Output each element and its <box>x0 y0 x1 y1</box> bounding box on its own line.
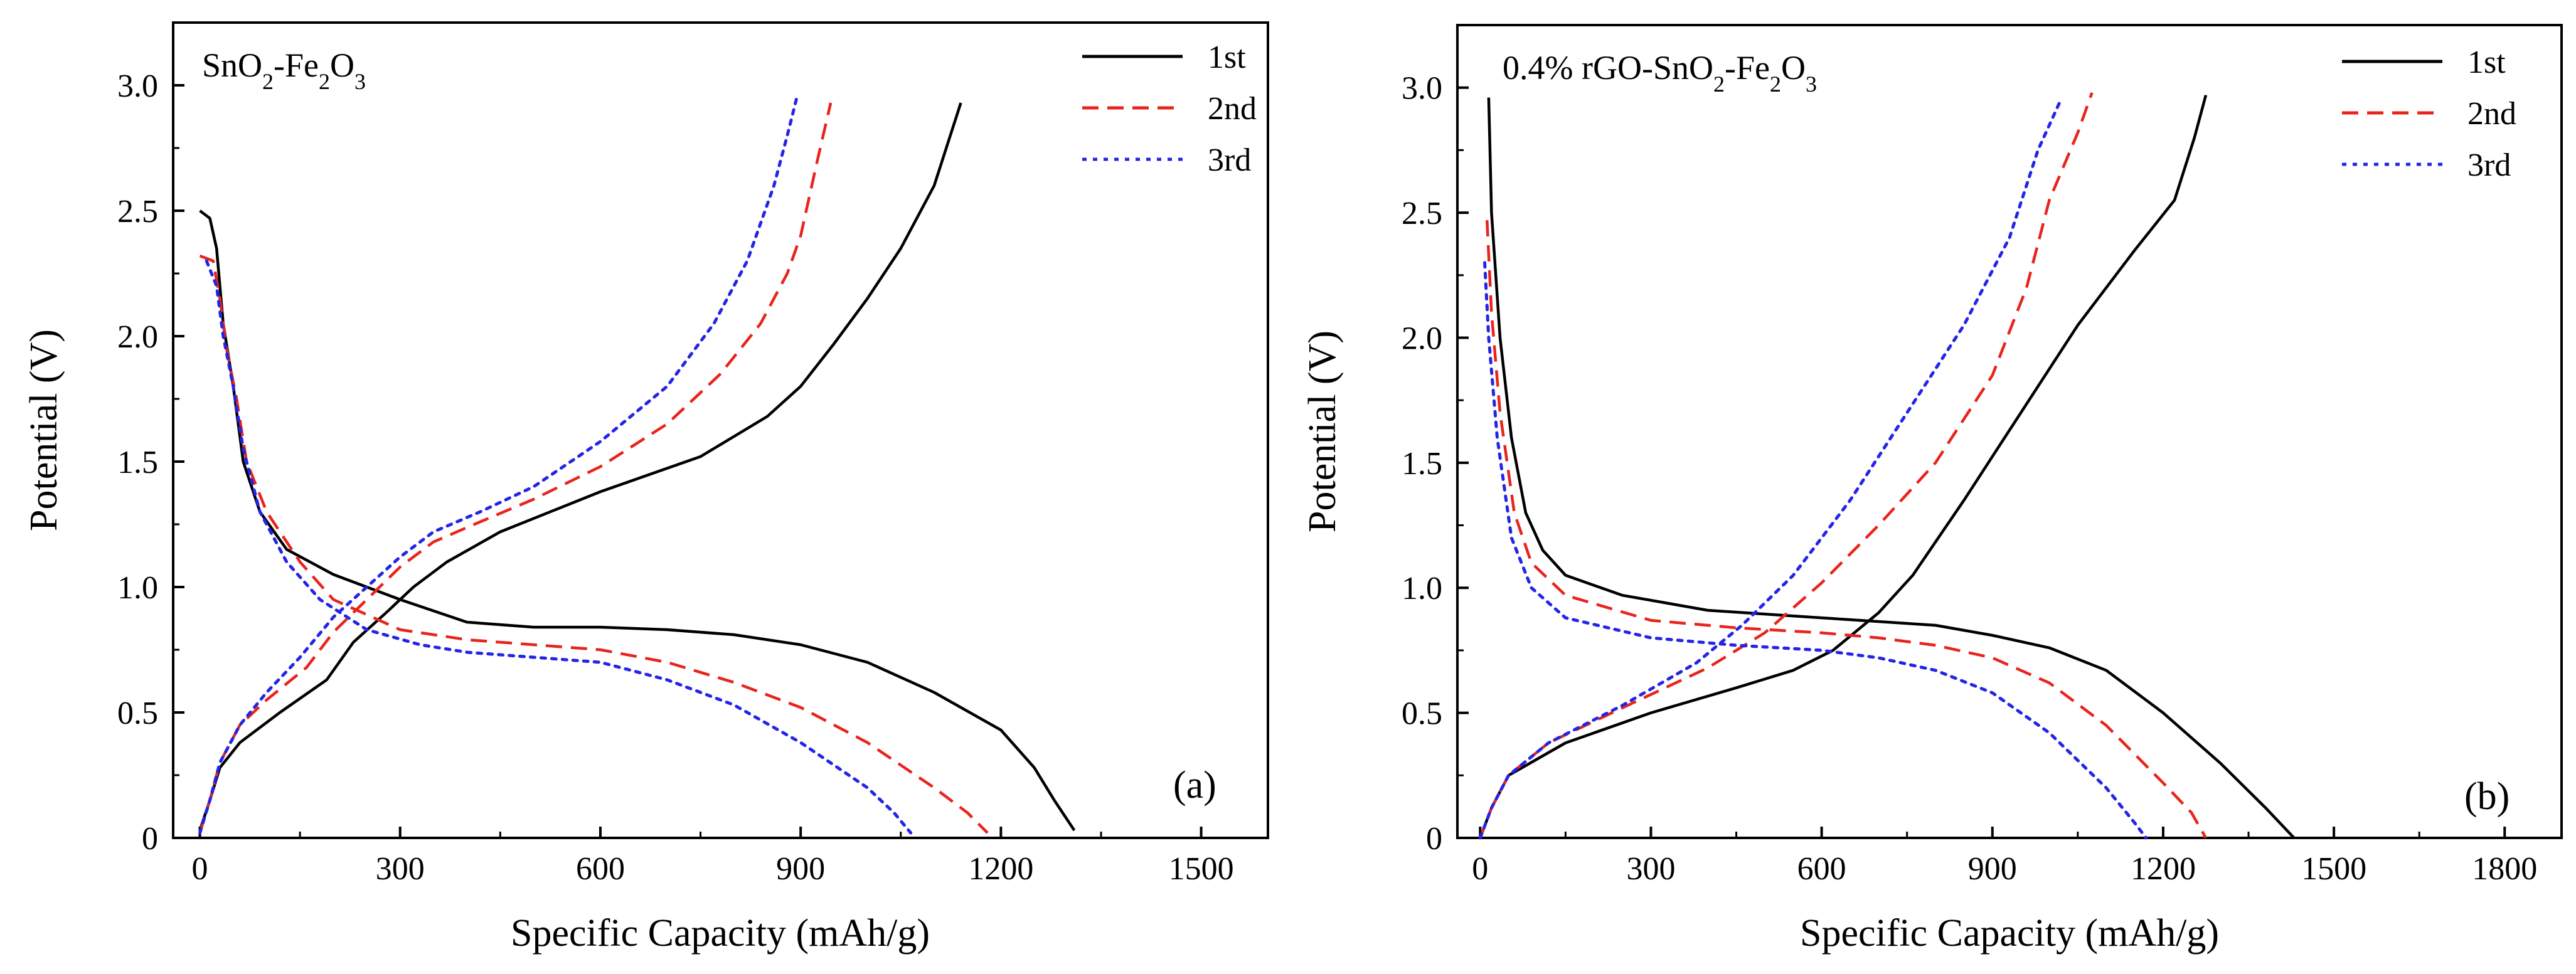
y-tick-label: 0 <box>1426 821 1442 857</box>
panel-a-ticks: 0 300 600 900 1200 1500 0 0.5 1.0 1.5 2.0 2.5 3.0 <box>117 68 1234 887</box>
y-tick-label: 0.5 <box>117 696 158 731</box>
series-3rd-discharge-line <box>1483 261 2148 840</box>
y-tick-label: 0 <box>142 821 158 857</box>
panel-a-curves <box>198 93 1076 835</box>
y-tick-label: 1.0 <box>1402 571 1442 606</box>
y-tick-label: 1.5 <box>1402 446 1442 482</box>
panel-b-ticks: 0 300 600 900 1200 1500 1800 0 0.5 1.0 1.5 2.0 2.5 3.… <box>1402 71 2537 887</box>
y-tick-label: 0.5 <box>1402 696 1442 732</box>
legend-label: 1st <box>2467 45 2506 80</box>
y-tick-label: 3.0 <box>1402 71 1442 107</box>
x-tick-label: 1500 <box>1169 851 1234 887</box>
x-tick-label: 600 <box>576 851 625 887</box>
y-tick-label: 1.5 <box>117 445 158 480</box>
y-tick-label: 2.5 <box>117 194 158 230</box>
panel-b-curves <box>1478 92 2296 840</box>
panel-b-label: (b) <box>2464 775 2509 818</box>
series-3rd-charge-line <box>198 93 799 835</box>
x-tick-label: 600 <box>1797 851 1846 887</box>
series-2nd-discharge-line <box>199 254 989 834</box>
series-2nd-charge-line <box>198 102 833 834</box>
legend-label: 2nd <box>2467 96 2516 132</box>
x-tick-label: 0 <box>1472 851 1488 887</box>
panel-a: 0 300 600 900 1200 1500 0 0.5 1.0 1.5 2.0 2.5 3.0 Sn… <box>23 21 1269 955</box>
y-tick-label: 2.0 <box>1402 320 1442 356</box>
series-1st-discharge-line <box>1487 97 2296 839</box>
series-1st-discharge-line <box>199 209 1076 832</box>
panel-a-frame <box>172 21 1269 839</box>
series-2nd-charge-line <box>1479 92 2094 839</box>
legend-label: 3rd <box>2467 147 2511 183</box>
panel-a-title: SnO2-Fe2O3 <box>202 46 366 94</box>
legend-label: 2nd <box>1208 91 1257 127</box>
panel-a-y-axis-title: Potential (V) <box>23 329 65 531</box>
x-tick-label: 1800 <box>2472 851 2537 887</box>
panel-b: 0 300 600 900 1200 1500 1800 0 0.5 1.0 1.5 2.0 2.5 3.… <box>1301 24 2563 955</box>
panel-b-legend: 1st 2nd 3rd <box>2342 45 2516 183</box>
panel-a-legend: 1st 2nd 3rd <box>1082 40 1257 178</box>
y-tick-label: 2.0 <box>117 319 158 355</box>
panel-b-y-axis-title: Potential (V) <box>1301 331 1344 532</box>
x-tick-label: 0 <box>192 851 208 887</box>
legend-label: 3rd <box>1208 142 1251 178</box>
x-tick-label: 1200 <box>968 851 1033 887</box>
series-3rd-charge-line <box>1478 98 2063 840</box>
x-tick-label: 900 <box>776 851 825 887</box>
x-tick-label: 300 <box>1626 851 1675 887</box>
x-tick-label: 300 <box>376 851 425 887</box>
panel-a-label: (a) <box>1173 764 1216 807</box>
y-tick-label: 3.0 <box>117 68 158 104</box>
y-tick-label: 1.0 <box>117 570 158 606</box>
panel-b-x-axis-title: Specific Capacity (mAh/g) <box>1800 912 2219 955</box>
series-2nd-discharge-line <box>1485 220 2207 839</box>
y-tick-label: 2.5 <box>1402 196 1442 231</box>
panel-a-x-axis-title: Specific Capacity (mAh/g) <box>511 912 930 955</box>
x-tick-label: 900 <box>1968 851 2017 887</box>
x-tick-label: 1200 <box>2131 851 2196 887</box>
series-3rd-discharge-line <box>205 259 913 835</box>
panel-b-title: 0.4% rGO-SnO2-Fe2O3 <box>1503 49 1817 97</box>
series-1st-charge-line <box>1479 95 2208 839</box>
legend-label: 1st <box>1208 40 1246 75</box>
series-1st-charge-line <box>198 102 962 831</box>
x-tick-label: 1500 <box>2301 851 2366 887</box>
panel-b-frame <box>1456 24 2563 839</box>
